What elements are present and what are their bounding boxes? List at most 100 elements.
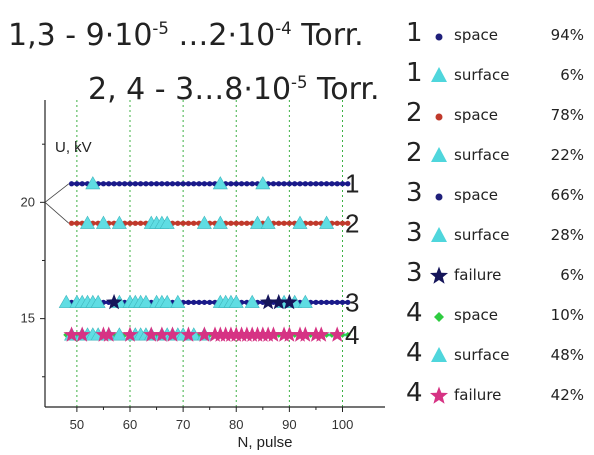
star-marker-icon xyxy=(429,386,449,404)
series-2-surface-point xyxy=(79,215,96,229)
x-tick-label-70: 70 xyxy=(176,417,190,432)
y-tick-label-20: 20 xyxy=(21,194,35,209)
series-2-surface-point xyxy=(196,215,212,229)
series-3-space-point xyxy=(345,299,351,305)
series-3-space-point xyxy=(339,299,346,305)
series-2-space-point xyxy=(175,220,181,226)
series-4-failure-point xyxy=(313,326,330,342)
series-1-space-point xyxy=(122,181,128,187)
legend-percent: 66% xyxy=(550,186,584,204)
series-4-failure-point xyxy=(143,326,160,342)
series-2-space-point xyxy=(313,220,319,226)
series-2-space-point xyxy=(281,220,287,226)
series-2-surface-point xyxy=(111,215,127,229)
legend-series-number: 2 xyxy=(406,138,423,168)
legend-item: 1 surface 6% xyxy=(404,58,590,98)
series-3-space-point xyxy=(185,299,192,305)
series-2-space-point xyxy=(334,220,340,226)
legend-label: surface xyxy=(454,346,510,364)
legend-label: failure xyxy=(454,386,502,404)
series-1-space-point xyxy=(329,181,335,187)
series-4-failure-point xyxy=(329,326,346,342)
series-1-surface-point xyxy=(255,176,271,190)
series-1-space-point xyxy=(334,181,340,187)
legend-percent: 10% xyxy=(550,306,584,324)
legend-percent: 94% xyxy=(550,26,584,44)
legend-label: surface xyxy=(454,226,510,244)
legend-label: space xyxy=(454,26,499,44)
series-4-failure-point xyxy=(196,326,213,342)
series-1-space-point xyxy=(233,181,239,187)
legend-item: 4 surface 48% xyxy=(404,338,590,378)
legend-series-number: 1 xyxy=(406,18,423,48)
cond1-exp2: -4 xyxy=(275,19,292,38)
series-3-surface-point xyxy=(90,294,106,308)
series-1-space-point xyxy=(68,181,75,187)
series-2-space-point xyxy=(345,220,351,226)
series-1-space-point xyxy=(286,181,292,187)
series-2-surface-point xyxy=(319,215,335,229)
series-2-surface-point xyxy=(292,215,308,229)
legend-label: space xyxy=(454,186,499,204)
series-1-space-point xyxy=(244,181,250,187)
series-1-space-point xyxy=(276,181,282,187)
legend-percent: 22% xyxy=(550,146,584,164)
series-2-space-point xyxy=(308,220,314,226)
series-1-space-point xyxy=(318,181,324,187)
series-1-space-point xyxy=(345,181,351,187)
series-1-space-point xyxy=(100,181,107,187)
star-marker-icon xyxy=(429,266,449,284)
series-2-space-point xyxy=(339,220,346,226)
series-1-space-point xyxy=(169,181,176,187)
series-1-surface-point xyxy=(212,176,228,190)
legend-percent: 6% xyxy=(560,66,584,84)
triangle-marker-icon xyxy=(431,347,447,362)
series-1-space-point xyxy=(138,181,144,187)
series-2-space-point xyxy=(74,220,80,226)
legend-series-number: 2 xyxy=(406,98,423,128)
series-1-space-point xyxy=(339,181,346,187)
legend-series-number: 3 xyxy=(406,218,423,248)
series-1-surface-point xyxy=(85,176,101,190)
series-2-surface-point xyxy=(95,215,111,229)
series-1-space-point xyxy=(292,181,298,187)
series-3-surface-point xyxy=(244,294,260,308)
series-4-failure-point xyxy=(121,326,139,342)
series-1-space-point xyxy=(148,181,154,187)
series-4-failure-point xyxy=(153,326,170,342)
series-4-space-point xyxy=(344,331,351,338)
series-2-surface-point xyxy=(249,215,266,229)
series-1-space-point xyxy=(323,181,330,187)
series-1-space-point xyxy=(153,181,160,187)
series-2-space-point xyxy=(286,220,292,226)
series-1-space-point xyxy=(238,181,245,187)
legend-label: surface xyxy=(454,146,510,164)
series-3-space-point xyxy=(191,299,197,305)
cond2-prefix: 2, 4 - 3…8·10 xyxy=(88,72,292,107)
legend-item: 1 space 94% xyxy=(404,18,590,58)
triangle-marker-icon xyxy=(431,147,447,162)
series-1-space-point xyxy=(297,181,303,187)
series-2-label: 2 xyxy=(345,208,359,238)
x-tick-label-80: 80 xyxy=(229,417,243,432)
series-1-space-point xyxy=(270,181,277,187)
leader-2 xyxy=(44,202,70,224)
legend-item: 4 failure 42% xyxy=(404,378,590,418)
series-4-failure-point xyxy=(265,326,282,342)
legend-percent: 48% xyxy=(550,346,584,364)
legend-series-number: 4 xyxy=(406,338,423,368)
cond1-suffix: Torr. xyxy=(291,18,364,53)
x-tick-label-100: 100 xyxy=(332,417,354,432)
series-1-space-point xyxy=(196,181,202,187)
series-2-space-point xyxy=(68,220,75,226)
series-1-space-point xyxy=(302,181,308,187)
cond1-exp1: -5 xyxy=(152,19,169,38)
dot-marker-icon xyxy=(435,33,443,41)
diamond-marker-icon xyxy=(434,312,444,322)
series-1-space-point xyxy=(201,181,207,187)
series-1-label: 1 xyxy=(345,169,359,199)
series-1-space-point xyxy=(111,181,117,187)
series-2-space-point xyxy=(228,220,234,226)
legend-series-number: 3 xyxy=(406,258,423,288)
series-3-space-point xyxy=(323,299,330,305)
